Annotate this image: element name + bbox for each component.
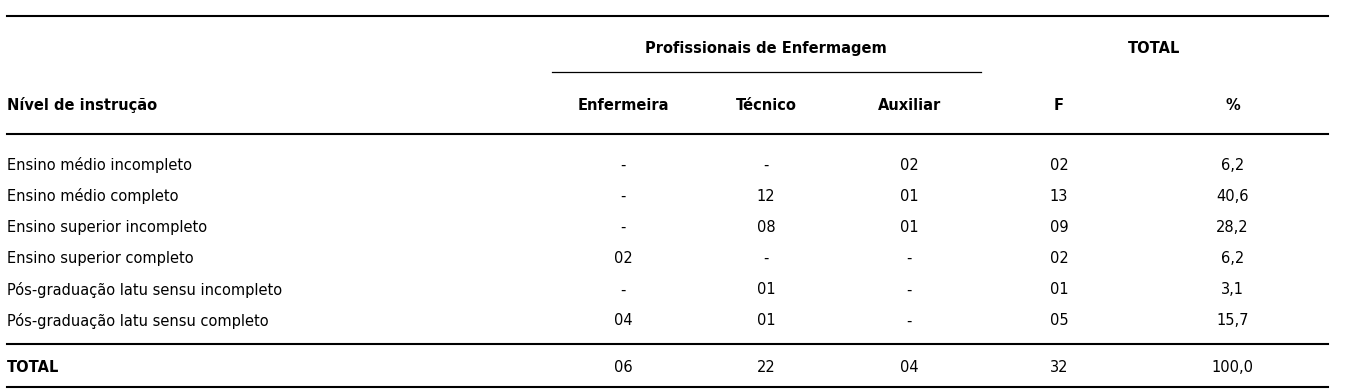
Text: -: - (907, 282, 911, 297)
Text: -: - (621, 282, 625, 297)
Text: 04: 04 (614, 314, 632, 328)
Text: 02: 02 (1050, 158, 1068, 173)
Text: Pós-graduação latu sensu completo: Pós-graduação latu sensu completo (7, 313, 268, 329)
Text: Ensino médio completo: Ensino médio completo (7, 188, 178, 205)
Text: Ensino superior incompleto: Ensino superior incompleto (7, 220, 207, 235)
Text: -: - (621, 158, 625, 173)
Text: 01: 01 (1050, 282, 1068, 297)
Text: 05: 05 (1050, 314, 1068, 328)
Text: 32: 32 (1050, 360, 1068, 375)
Text: 12: 12 (757, 189, 775, 204)
Text: -: - (621, 220, 625, 235)
Text: 02: 02 (1050, 251, 1068, 266)
Text: 08: 08 (757, 220, 775, 235)
Text: 09: 09 (1050, 220, 1068, 235)
Text: 6,2: 6,2 (1220, 158, 1245, 173)
Text: -: - (764, 158, 768, 173)
Text: -: - (621, 189, 625, 204)
Text: 01: 01 (900, 189, 918, 204)
Text: Ensino médio incompleto: Ensino médio incompleto (7, 157, 192, 173)
Text: Nível de instrução: Nível de instrução (7, 97, 157, 113)
Text: 22: 22 (757, 360, 775, 375)
Text: 02: 02 (614, 251, 632, 266)
Text: 28,2: 28,2 (1216, 220, 1249, 235)
Text: F: F (1054, 98, 1064, 112)
Text: 40,6: 40,6 (1216, 189, 1249, 204)
Text: 100,0: 100,0 (1212, 360, 1253, 375)
Text: 02: 02 (900, 158, 918, 173)
Text: 01: 01 (757, 314, 775, 328)
Text: 01: 01 (900, 220, 918, 235)
Text: 13: 13 (1050, 189, 1068, 204)
Text: 01: 01 (757, 282, 775, 297)
Text: -: - (907, 314, 911, 328)
Text: 3,1: 3,1 (1222, 282, 1244, 297)
Text: Pós-graduação latu sensu incompleto: Pós-graduação latu sensu incompleto (7, 282, 282, 298)
Text: %: % (1226, 98, 1239, 112)
Text: TOTAL: TOTAL (7, 360, 59, 375)
Text: -: - (764, 251, 768, 266)
Text: Profissionais de Enfermagem: Profissionais de Enfermagem (646, 41, 887, 56)
Text: Enfermeira: Enfermeira (577, 98, 669, 112)
Text: Ensino superior completo: Ensino superior completo (7, 251, 193, 266)
Text: Auxiliar: Auxiliar (877, 98, 941, 112)
Text: 04: 04 (900, 360, 918, 375)
Text: TOTAL: TOTAL (1128, 41, 1181, 56)
Text: 15,7: 15,7 (1216, 314, 1249, 328)
Text: 6,2: 6,2 (1220, 251, 1245, 266)
Text: Técnico: Técnico (735, 98, 797, 112)
Text: 06: 06 (614, 360, 632, 375)
Text: -: - (907, 251, 911, 266)
